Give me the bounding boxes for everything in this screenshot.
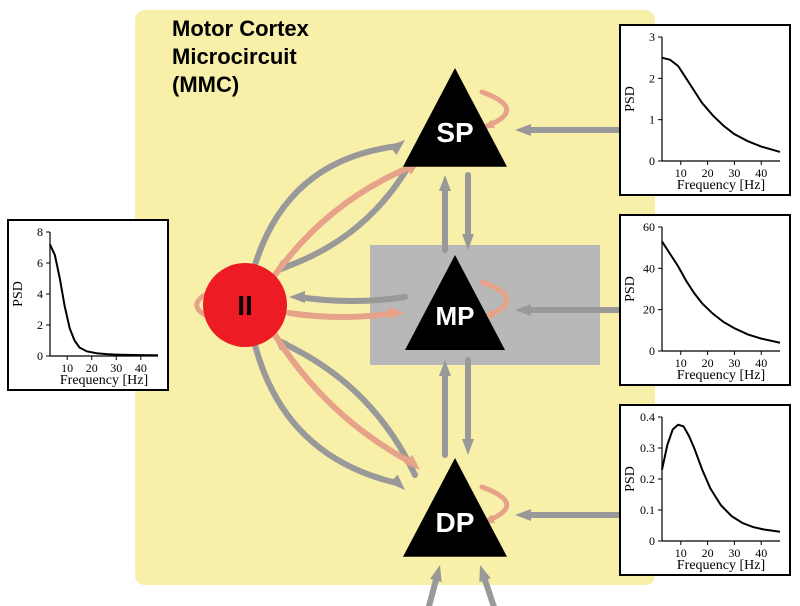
chart-xlabel: Frequency [Hz] xyxy=(60,373,148,388)
diagram-canvas: Motor Cortex Microcircuit (MMC) II SP MP DP 1 0 2… xyxy=(0,0,800,606)
svg-text:2: 2 xyxy=(37,318,43,332)
svg-text:3: 3 xyxy=(649,30,655,44)
svg-text:20: 20 xyxy=(643,303,655,317)
svg-text:0: 0 xyxy=(649,154,655,168)
svg-text:4: 4 xyxy=(37,287,43,301)
node-dp-label: DP xyxy=(436,507,475,538)
svg-text:0: 0 xyxy=(37,349,43,363)
svg-text:0: 0 xyxy=(649,344,655,358)
diagram-title: Motor Cortex xyxy=(172,16,310,41)
chart-ylabel: PSD xyxy=(623,466,638,492)
svg-text:40: 40 xyxy=(643,261,655,275)
svg-text:0.3: 0.3 xyxy=(640,441,655,455)
diagram-title: Microcircuit xyxy=(172,44,297,69)
node-sp-label: SP xyxy=(436,117,473,148)
svg-text:2: 2 xyxy=(649,71,655,85)
chart-xlabel: Frequency [Hz] xyxy=(677,368,765,383)
chart-xlabel: Frequency [Hz] xyxy=(677,558,765,573)
node-ii-label: II xyxy=(237,290,253,321)
svg-text:0.2: 0.2 xyxy=(640,472,655,486)
svg-text:0.1: 0.1 xyxy=(640,503,655,517)
svg-text:60: 60 xyxy=(643,220,655,234)
chart-ylabel: PSD xyxy=(623,276,638,302)
svg-text:1: 1 xyxy=(649,113,655,127)
chart-ylabel: PSD xyxy=(623,86,638,112)
node-mp-label: MP xyxy=(436,301,475,331)
svg-text:0.4: 0.4 xyxy=(640,410,655,424)
chart-ylabel: PSD xyxy=(11,281,26,307)
svg-text:0: 0 xyxy=(649,534,655,548)
chart-xlabel: Frequency [Hz] xyxy=(677,178,765,193)
svg-text:6: 6 xyxy=(37,256,43,270)
svg-text:8: 8 xyxy=(37,225,43,239)
diagram-title: (MMC) xyxy=(172,72,239,97)
